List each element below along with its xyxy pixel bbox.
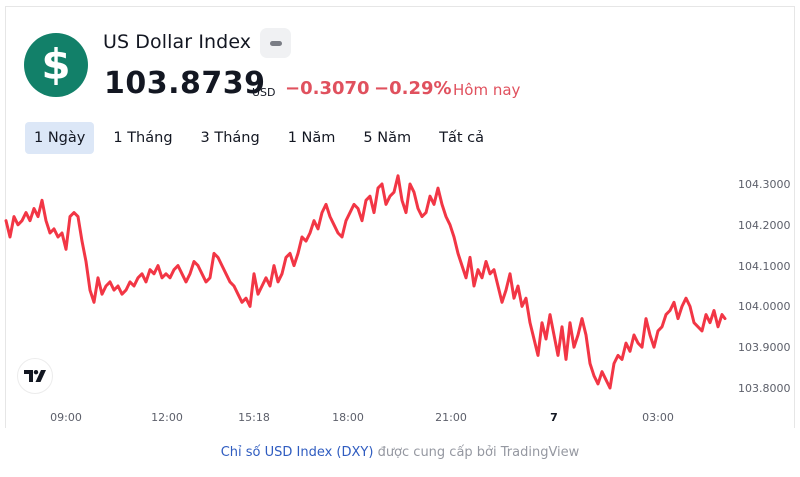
- attribution-text: được cung cấp bởi TradingView: [373, 445, 580, 460]
- tab-5-years[interactable]: 5 Năm: [363, 130, 412, 146]
- market-closed-dash-icon: [269, 40, 282, 46]
- x-tick: 03:00: [642, 411, 674, 424]
- y-tick: 103.9000: [738, 341, 791, 354]
- change-period-label: Hôm nay: [453, 81, 521, 99]
- range-tabs: 1 Ngày 1 Tháng 3 Tháng 1 Năm 5 Năm Tất c…: [25, 122, 503, 154]
- tradingview-mark: [24, 370, 46, 382]
- x-tick: 21:00: [435, 411, 467, 424]
- symbol-title: US Dollar Index: [103, 31, 252, 53]
- x-tick: 09:00: [50, 411, 82, 424]
- x-tick: 12:00: [151, 411, 183, 424]
- currency-label: USD: [252, 86, 276, 99]
- y-tick: 103.8000: [738, 382, 791, 395]
- market-status-button[interactable]: [260, 28, 291, 58]
- y-tick: 104.3000: [738, 178, 791, 191]
- tradingview-logo-icon[interactable]: [17, 358, 53, 394]
- x-tick-day: 7: [550, 411, 558, 424]
- current-price: 103.8739: [104, 66, 266, 101]
- tab-all[interactable]: Tất cả: [439, 130, 485, 146]
- dollar-sign-icon: $: [24, 33, 88, 97]
- tab-3-months[interactable]: 3 Tháng: [200, 130, 260, 146]
- y-tick: 104.1000: [738, 260, 791, 273]
- tab-1-year[interactable]: 1 Năm: [287, 130, 336, 146]
- tab-1-day[interactable]: 1 Ngày: [25, 122, 95, 154]
- price-change: −0.3070: [285, 78, 370, 99]
- y-tick: 104.0000: [738, 300, 791, 313]
- price-line: [4, 174, 727, 390]
- tab-1-month[interactable]: 1 Tháng: [113, 130, 173, 146]
- price-change-percent: −0.29%: [374, 78, 452, 99]
- dollar-glyph: $: [41, 40, 71, 89]
- dxy-link[interactable]: Chỉ số USD Index (DXY): [220, 445, 374, 460]
- attribution-footer: Chỉ số USD Index (DXY) được cung cấp bởi…: [0, 445, 800, 460]
- y-tick: 104.2000: [738, 219, 791, 232]
- widget-frame: [5, 6, 795, 428]
- x-tick: 18:00: [332, 411, 364, 424]
- x-tick: 15:18: [238, 411, 270, 424]
